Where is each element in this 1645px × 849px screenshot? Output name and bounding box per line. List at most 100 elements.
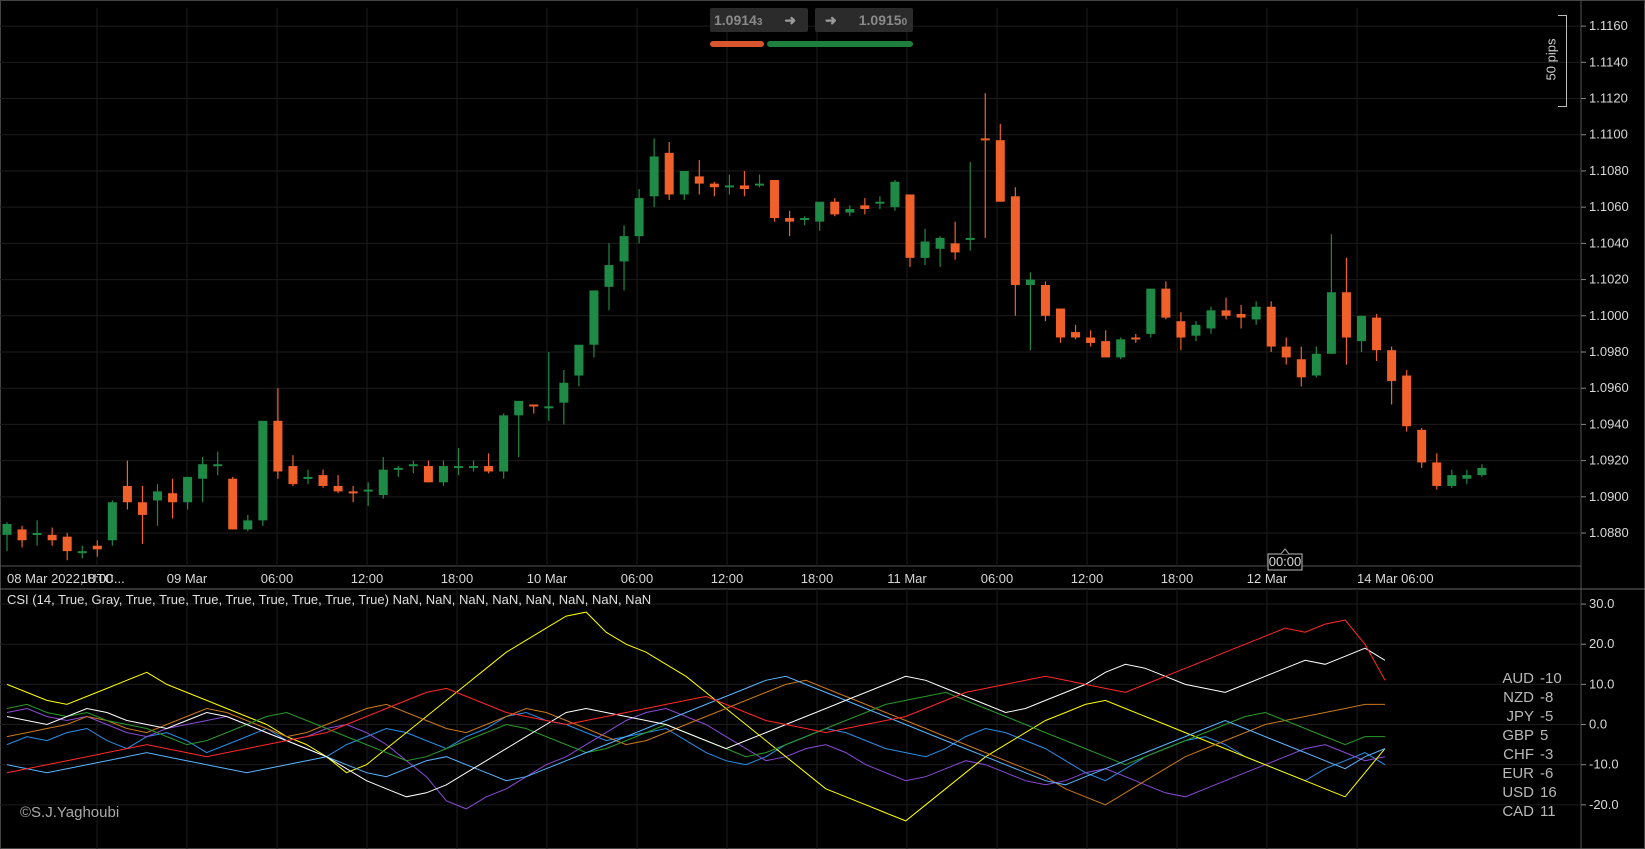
price-tick-label: 1.0960 — [1589, 380, 1629, 395]
candle-body — [724, 185, 734, 188]
legend-currency: JPY — [1506, 708, 1534, 725]
copyright-text: ©S.J.Yaghoubi — [20, 804, 120, 821]
candle-body — [875, 201, 885, 204]
candle-body — [845, 208, 855, 213]
legend-value: -3 — [1540, 746, 1554, 763]
candle-body — [228, 478, 238, 530]
time-tick-label: 18:00 — [801, 571, 834, 586]
candle-body — [454, 466, 463, 469]
candle-body — [2, 523, 12, 535]
candle-body — [1477, 467, 1487, 476]
pips-ruler — [1558, 15, 1567, 107]
price-tick-label: 1.0920 — [1589, 453, 1629, 468]
candle-body — [860, 205, 870, 209]
indicator-tick-label: 10.0 — [1589, 676, 1614, 691]
candle-body — [348, 491, 358, 494]
indicator-tick-label: -20.0 — [1589, 797, 1619, 812]
candle-body — [815, 201, 825, 222]
candle-body — [92, 545, 102, 550]
candle-body — [393, 467, 403, 470]
price-tick-label: 1.1100 — [1589, 127, 1628, 142]
legend-value: 16 — [1540, 784, 1557, 801]
candle-body — [1236, 313, 1246, 318]
indicator-lines — [6, 611, 1386, 822]
candle-body — [679, 170, 689, 195]
buy-price: 1.0915 — [858, 12, 902, 28]
candle-body — [153, 491, 162, 501]
candle-body — [1206, 310, 1216, 329]
candle-body — [243, 520, 253, 530]
price-tick-label: 1.0980 — [1589, 344, 1629, 359]
legend-item-gbp: GBP 5 — [1452, 726, 1562, 745]
buy-pip: 0 — [901, 16, 908, 28]
candle-body — [273, 420, 283, 472]
time-tick-label: 06:00 — [621, 571, 654, 586]
candle-body — [288, 466, 298, 485]
candle-body — [529, 404, 539, 407]
candle-body — [122, 485, 132, 503]
current-time-marker — [1267, 553, 1303, 571]
arrow-right-icon: ➜ — [825, 11, 837, 28]
candle-body — [318, 475, 328, 486]
sell-button[interactable]: 1.0914 3 ➜ — [710, 8, 808, 32]
candle-body — [950, 243, 960, 253]
price-tick-label: 1.0900 — [1589, 489, 1629, 504]
current-time-label: 00:00 — [1269, 554, 1302, 569]
price-tick-label: 1.1080 — [1589, 163, 1629, 178]
candle-body — [920, 241, 930, 258]
candle-body — [408, 464, 418, 467]
buy-button[interactable]: ➜ 1.0915 0 — [815, 8, 913, 32]
candle-body — [1146, 288, 1156, 334]
current-time-caret — [1280, 548, 1290, 555]
candle-body — [378, 469, 388, 496]
candle-body — [137, 502, 147, 515]
candle-body — [303, 476, 313, 479]
legend-item-aud: AUD -10 — [1452, 669, 1562, 688]
series-line-nzd — [6, 707, 1386, 810]
legend-value: 11 — [1540, 803, 1556, 820]
candle-body — [1311, 353, 1321, 376]
candle-body — [1191, 324, 1201, 336]
price-tick-label: 1.1160 — [1589, 18, 1628, 33]
candle-body — [258, 420, 268, 521]
candles — [2, 93, 1487, 561]
candle-body — [1402, 375, 1412, 427]
time-tick-label: 06:00 — [981, 571, 1014, 586]
time-tick-label: 12:00 — [711, 571, 744, 586]
sell-pip: 3 — [756, 16, 763, 28]
legend-item-chf: CHF -3 — [1452, 745, 1562, 764]
time-tick-label: 18:00 — [1161, 571, 1194, 586]
series-line-cad — [6, 619, 1386, 774]
candle-body — [739, 185, 749, 190]
time-tick-label: 09 Mar — [167, 571, 208, 586]
candle-body — [62, 536, 72, 552]
candle-body — [604, 265, 614, 287]
legend-value: 5 — [1540, 727, 1549, 744]
candle-body — [980, 138, 990, 141]
indicator-tick-label: 0.0 — [1589, 717, 1607, 732]
candle-body — [213, 464, 223, 467]
legend-currency: NZD — [1503, 689, 1534, 706]
candle-body — [830, 201, 840, 215]
candle-body — [1372, 317, 1382, 351]
time-tick-label: 18:00 — [81, 571, 114, 586]
candle-body — [1071, 332, 1081, 338]
price-tick-label: 1.1000 — [1589, 308, 1629, 323]
candle-body — [1266, 306, 1276, 347]
candle-body — [890, 181, 900, 208]
candle-body — [1341, 292, 1351, 338]
candle-body — [514, 400, 524, 416]
time-tick-label: 06:00 — [261, 571, 294, 586]
candle-body — [574, 344, 584, 376]
candle-body — [905, 194, 915, 258]
candle-body — [1432, 462, 1442, 486]
candle-body — [649, 156, 659, 197]
legend-currency: CHF — [1503, 746, 1534, 763]
time-tick-label: 10 Mar — [527, 571, 568, 586]
candle-body — [168, 493, 178, 503]
candle-body — [995, 140, 1005, 202]
candle-body — [17, 529, 27, 541]
candle-body — [1221, 310, 1231, 316]
pips-label: 50 pips — [1543, 38, 1559, 81]
